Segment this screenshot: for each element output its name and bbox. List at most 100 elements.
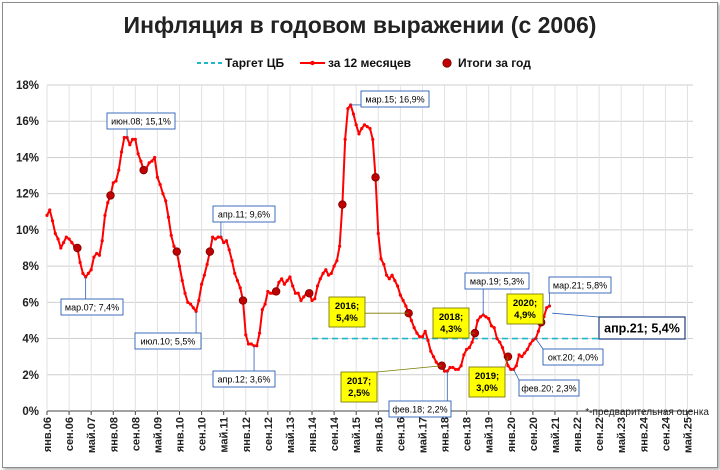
annotation-box [388,400,452,418]
series-point-yearly [271,287,281,296]
series-point-monthly [169,233,173,237]
series-point-monthly [70,240,74,245]
annotations: мар.07; 7,4% июн.08; 15,1% июл.10; 5,5% апр… [60,90,686,418]
annotation-text: апр.11; 9,6% [218,210,270,220]
x-tick-label: май.19 [484,417,496,453]
x-tick-label: май.13 [285,417,297,453]
annotation-mar19: мар.19; 5,3% [464,272,530,316]
annotation-jul10: июл.10; 5,5% [134,311,202,350]
annotation-box [548,276,612,294]
series-point-monthly [390,273,394,277]
x-tick-label: янв.18 [440,417,452,452]
series-point-monthly [465,347,469,352]
series-point-monthly [324,268,328,272]
series-point-monthly [489,324,494,328]
annotation-box [506,293,544,325]
x-tick-label: май.23 [616,417,628,453]
annotation-text: апр.21; 5,4% [604,322,680,336]
series-point-monthly [89,268,93,272]
series-point-monthly [277,280,281,285]
series-point-monthly [393,279,397,283]
series-point-monthly [67,237,71,241]
series-point-monthly [161,192,165,196]
annotation-mar15: мар.15; 16,9% [350,90,430,108]
series-point-monthly [106,201,110,205]
series-point-monthly [506,364,510,368]
series-point-monthly [280,277,284,281]
series-point-monthly [64,235,68,239]
annotation-text: мар.19; 5,3% [470,277,524,287]
annotation-y2019: 2019;3,0% [468,356,509,398]
x-tick-label: янв.06 [42,417,54,452]
x-tick-label: сен.06 [64,417,76,451]
annotation-box [60,298,124,316]
series-point-monthly [338,244,342,248]
series-point-monthly [415,331,419,335]
series-point-monthly [269,291,273,295]
x-tick-label: янв.12 [241,417,253,452]
annotation-feb20: фев.20; 2,3% [513,369,580,397]
annotation-leader [376,365,442,373]
series-point-monthly [514,364,518,368]
series-point-monthly [476,318,480,323]
series-point-monthly [205,262,209,266]
annotation-y2020: 2020;4,9% [506,293,544,325]
y-axis: 0% 2% 4% 6% 8% 10% 12% 14% 16% 18% [16,80,39,418]
x-tick-label: сен.18 [462,417,474,451]
series-point-yearly [172,247,181,256]
series-point-monthly [371,137,375,141]
series-point-monthly [222,240,226,245]
y-tick-label: 4% [22,334,39,346]
series-point-monthly [224,239,229,243]
series-point-monthly [451,365,455,370]
series-point-monthly [528,342,532,346]
series-point-monthly [487,317,491,321]
series-point-monthly [233,271,237,275]
series-point-monthly [423,329,427,333]
series-point-yearly [106,191,115,200]
series-point-monthly [354,123,358,127]
legend-yearly-label: Итоги за год [458,56,531,70]
series-point-monthly [61,240,66,245]
series-point-monthly [462,353,466,357]
series-point-monthly [213,237,218,241]
y-tick-label: 8% [22,261,39,273]
series-point-monthly [459,364,463,368]
series-point-monthly [244,333,248,337]
series-point-monthly [382,262,386,266]
annotation-apr12: апр.12; 3,6% [212,345,276,388]
series-point-monthly [470,340,474,344]
x-tick-label: янв.24 [638,416,650,452]
series-point-monthly [426,338,430,342]
series-point-monthly [448,365,452,370]
y-tick-label: 2% [22,370,39,382]
series-point-monthly [498,340,502,344]
y-tick-label: 10% [16,225,39,237]
series-point-monthly [147,161,151,165]
series-point-monthly [191,306,195,310]
series-point-monthly [95,251,99,256]
series-point-monthly [453,367,458,371]
series-point-monthly [335,259,339,263]
series-point-monthly [103,213,107,217]
x-tick-label: сен.16 [395,417,407,451]
series-point-monthly [59,246,63,250]
series-point-monthly [263,302,267,306]
series-point-monthly [249,342,253,346]
annotation-text: окт.20; 4,0% [548,353,598,363]
series-point-monthly [545,306,549,310]
series-point-monthly [235,279,240,283]
legend-monthly-marker [310,60,315,66]
annotation-text: 4,9% [514,310,536,321]
series-point-monthly [257,331,262,335]
series-point-monthly [186,300,190,304]
series-point-monthly [442,369,447,373]
annotation-text: фев.20; 2,3% [521,384,576,394]
annotation-leader [552,312,600,318]
series-point-monthly [376,231,380,236]
series-point-monthly [164,199,168,203]
series-point-monthly [86,271,91,275]
y-tick-label: 18% [16,80,39,92]
y-tick-label: 0% [22,406,39,418]
y-tick-label: 14% [16,152,39,164]
